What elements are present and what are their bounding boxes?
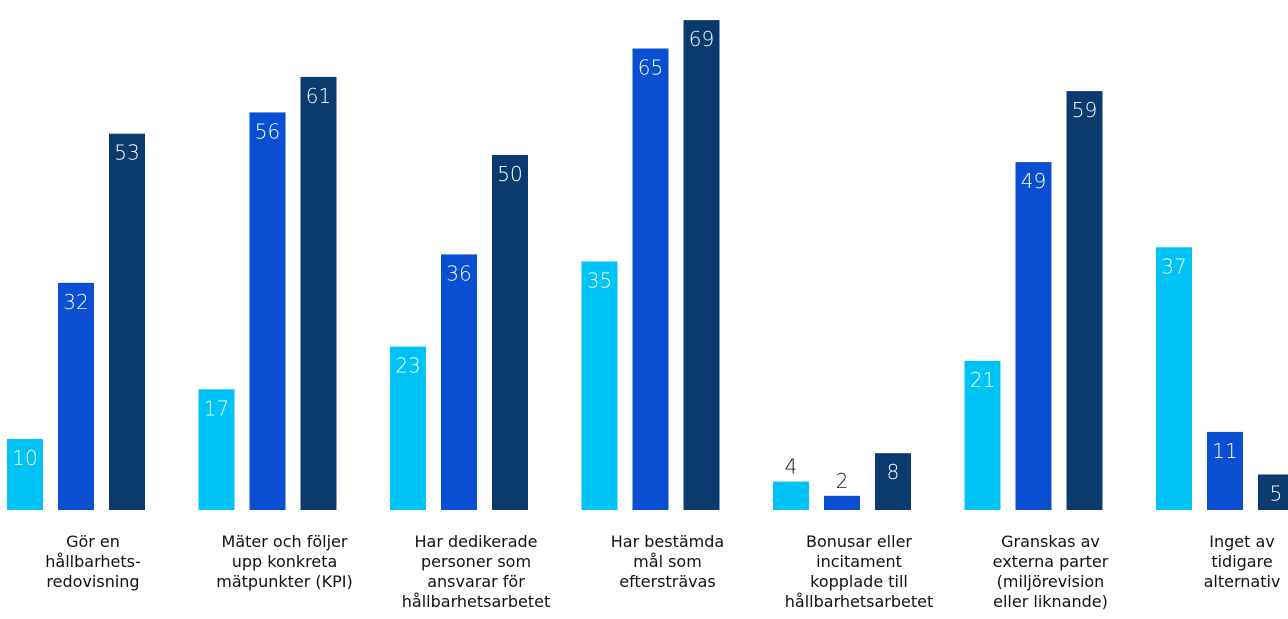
data-label: 35 [587, 269, 612, 293]
category-label: Bonusar eller incitament kopplade till håll… [785, 532, 933, 611]
category-label-line: hållbarhetsarbetet [402, 592, 550, 611]
category-label-line: externa parter [993, 552, 1109, 571]
category-group: 35 65 69 Har bestämda mål som eftersträvas [581, 20, 724, 591]
category-label-line: eller liknande) [993, 592, 1108, 611]
data-label: 8 [887, 460, 900, 484]
category-label: Mäter och följer upp konkreta mätpunkter (… [216, 532, 353, 591]
bar [581, 261, 618, 510]
bar [198, 389, 235, 510]
bar [300, 76, 337, 511]
bar [58, 282, 94, 510]
category-label-line: redovisning [46, 572, 139, 591]
data-label: 23 [395, 354, 420, 378]
category-label-line: mål som [633, 552, 702, 571]
bar [773, 481, 809, 510]
category-label-line: Mäter och följer [222, 532, 348, 551]
data-label: 36 [446, 261, 471, 285]
category-label-line: Bonusar eller [806, 532, 912, 551]
category-label-line: Inget av [1209, 532, 1275, 551]
data-label: 56 [255, 119, 280, 143]
category-label: Har bestämda mål som eftersträvas [611, 532, 724, 591]
data-label: 10 [12, 446, 37, 470]
bar [390, 346, 426, 510]
data-label: 4 [785, 455, 798, 479]
bar [492, 155, 528, 510]
category-label: Gör en hållbarhets-redovisning [45, 532, 140, 591]
bar [249, 112, 286, 511]
category-label: Granskas av externa parter (miljörevision e… [993, 532, 1109, 611]
data-label: 50 [497, 162, 522, 186]
bar [1015, 162, 1052, 510]
data-label: 65 [638, 56, 663, 80]
data-label: 69 [689, 27, 714, 51]
bar [875, 453, 911, 510]
category-group: 37 11 5 Inget av tidigare alternativ [1156, 247, 1288, 591]
data-label: 61 [306, 84, 331, 108]
bar [824, 495, 860, 510]
category-label-line: ansvarar för [427, 572, 525, 591]
category-label-line: (miljörevision [997, 572, 1105, 591]
category-label: Inget av tidigare alternativ [1204, 532, 1281, 591]
category-group: 10 32 53 Gör en hållbarhets-redovisning [7, 133, 145, 591]
data-label: 2 [836, 469, 849, 493]
category-label-line: Granskas av [1001, 532, 1100, 551]
bar [964, 360, 1001, 510]
bar [109, 133, 145, 510]
category-label-line: tidigare [1211, 552, 1272, 571]
category-label-line: eftersträvas [619, 572, 716, 591]
bar [1066, 91, 1103, 510]
data-label: 59 [1072, 98, 1097, 122]
category-label-line: alternativ [1204, 572, 1281, 591]
data-label: 17 [204, 396, 229, 420]
bar [1258, 474, 1288, 510]
bar [441, 254, 477, 510]
category-label-line: hållbarhetsarbetet [785, 592, 933, 611]
category-label-line: Har dedikerade [414, 532, 537, 551]
data-label: 5 [1270, 482, 1283, 506]
category-label-line: personer som [421, 552, 531, 571]
category-label-line: Gör en [66, 532, 120, 551]
data-label: 21 [970, 368, 995, 392]
data-label: 11 [1212, 439, 1237, 463]
bar [1207, 431, 1243, 510]
category-group: 17 56 61 Mäter och följer upp konkreta mätpun… [198, 76, 353, 591]
data-label: 53 [114, 141, 139, 165]
bar [1156, 247, 1192, 511]
category-label-line: Har bestämda [611, 532, 724, 551]
bar [7, 439, 43, 510]
bar [683, 20, 720, 510]
data-label: 37 [1161, 254, 1186, 278]
category-label-line: upp konkreta [232, 552, 338, 571]
category-group: 23 36 50 Har dedikerade personer som ansvarar… [390, 155, 550, 611]
category-label-line: incitament [816, 552, 902, 571]
data-label: 49 [1021, 169, 1046, 193]
data-label: 32 [63, 290, 88, 314]
category-label-line: hållbarhets- [45, 552, 140, 571]
bar [632, 48, 669, 510]
category-label-line: kopplade till [810, 572, 908, 591]
category-label: Har dedikerade personer som ansvarar för hå… [402, 532, 550, 611]
category-label-line: mätpunkter (KPI) [216, 572, 353, 591]
category-group: 21 49 59 Granskas av externa parter (miljörev… [964, 91, 1109, 611]
category-group: 4 2 8 Bonusar eller incitament kopplade till h… [773, 453, 933, 611]
